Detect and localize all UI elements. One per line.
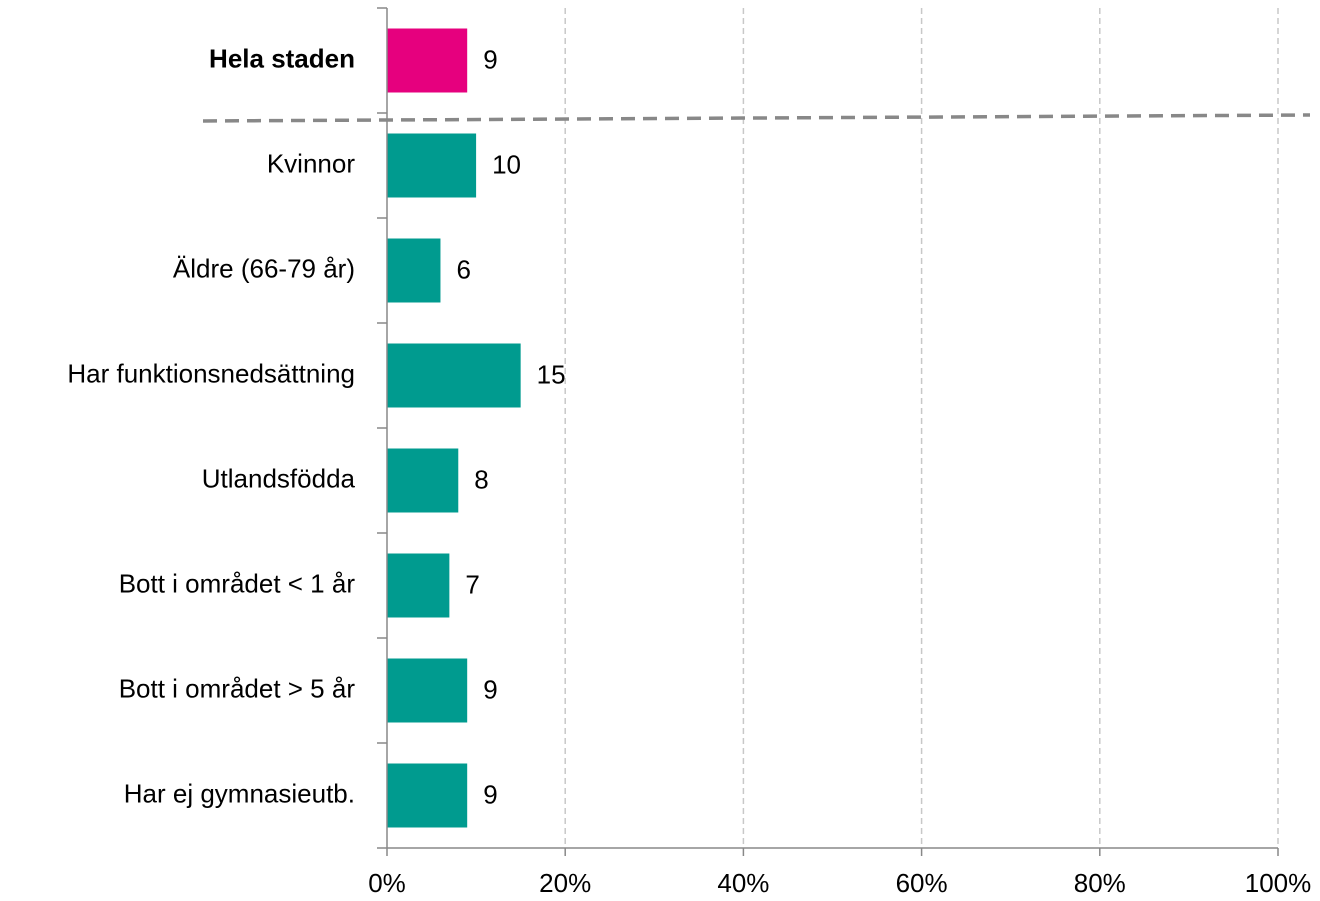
bar	[387, 28, 468, 93]
x-tick-label: 100%	[1245, 868, 1312, 898]
bar	[387, 133, 477, 198]
bar	[387, 763, 468, 828]
value-label: 6	[456, 254, 470, 284]
x-tick-label: 80%	[1074, 868, 1126, 898]
x-tick-label: 60%	[896, 868, 948, 898]
category-label: Utlandsfödda	[202, 463, 356, 493]
category-label: Bott i området < 1 år	[119, 568, 356, 598]
separator	[202, 113, 1311, 123]
value-label: 9	[483, 44, 497, 74]
value-label: 7	[465, 569, 479, 599]
bar	[387, 553, 450, 618]
value-label: 9	[483, 674, 497, 704]
x-tick-label: 20%	[539, 868, 591, 898]
category-label: Hela staden	[209, 43, 355, 73]
x-tick-label: 0%	[368, 868, 406, 898]
value-label: 10	[492, 149, 521, 179]
bar	[387, 448, 459, 513]
x-tick-label: 40%	[717, 868, 769, 898]
category-label: Bott i området > 5 år	[119, 673, 356, 703]
category-label: Har funktionsnedsättning	[67, 358, 355, 388]
bar	[387, 238, 441, 303]
bar	[387, 343, 521, 408]
value-label: 15	[537, 359, 566, 389]
value-label: 8	[474, 464, 488, 494]
category-label: Kvinnor	[267, 148, 355, 178]
value-label: 9	[483, 779, 497, 809]
bar	[387, 658, 468, 723]
category-label: Äldre (66-79 år)	[173, 253, 355, 283]
category-label: Har ej gymnasieutb.	[124, 778, 355, 808]
